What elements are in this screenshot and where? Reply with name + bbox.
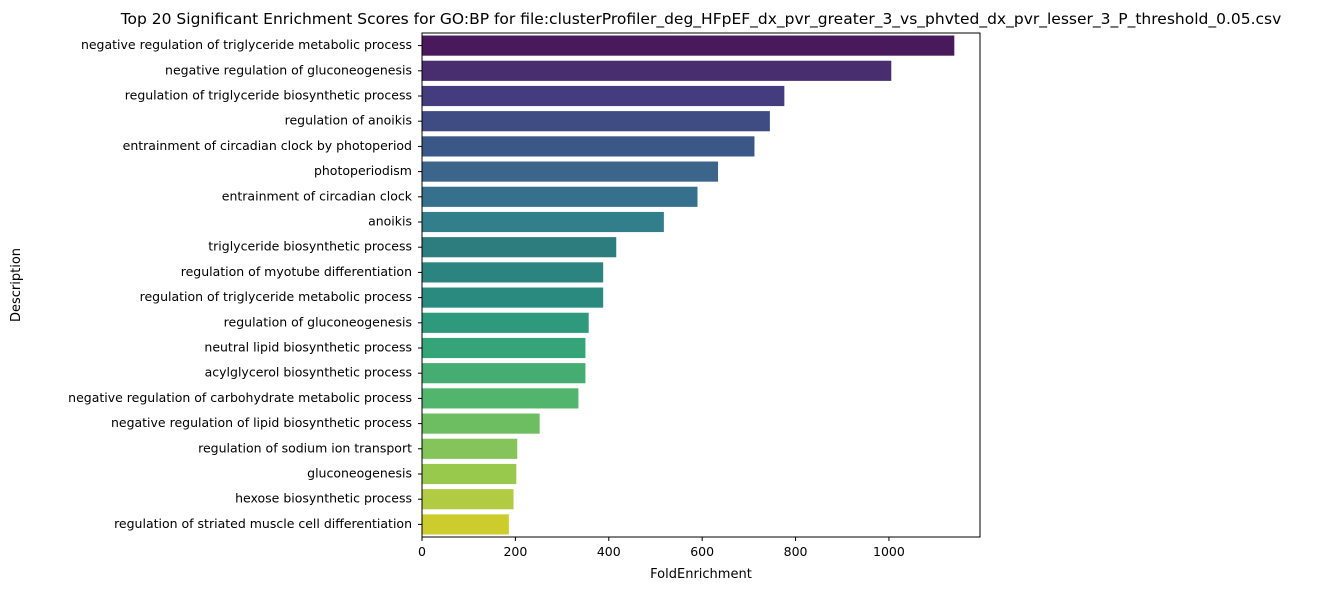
bar	[422, 312, 589, 333]
x-tick-label: 1000	[873, 544, 905, 559]
x-tick-label: 0	[418, 544, 426, 559]
y-tick-label: negative regulation of gluconeogenesis	[165, 62, 412, 77]
bar	[422, 136, 755, 157]
x-tick-label: 400	[597, 544, 621, 559]
bar	[422, 514, 509, 535]
y-axis-label: Description	[9, 248, 24, 322]
bar	[422, 413, 540, 434]
bar	[422, 211, 664, 233]
y-tick-label: regulation of triglyceride biosynthetic …	[125, 88, 412, 103]
bar	[422, 60, 892, 81]
y-tick-label: regulation of anoikis	[285, 113, 412, 128]
bar	[422, 262, 604, 283]
y-tick-label: regulation of myotube differentiation	[181, 264, 412, 279]
bar	[422, 388, 579, 409]
y-tick-label: entrainment of circadian clock by photop…	[123, 138, 412, 153]
bar	[422, 438, 518, 459]
x-axis-label: FoldEnrichment	[650, 567, 752, 582]
y-tick-label: entrainment of circadian clock	[222, 188, 413, 203]
y-tick-label: negative regulation of triglyceride meta…	[81, 37, 412, 52]
bar	[422, 463, 517, 485]
bar	[422, 111, 770, 132]
y-tick-label: acylglycerol biosynthetic process	[205, 365, 412, 380]
chart-title: Top 20 Significant Enrichment Scores for…	[120, 10, 1282, 29]
x-tick-label: 600	[690, 544, 714, 559]
bar	[422, 85, 785, 107]
category-labels: negative regulation of triglyceride meta…	[68, 37, 422, 531]
y-tick-label: regulation of gluconeogenesis	[224, 314, 412, 329]
bar	[422, 489, 514, 510]
bar	[422, 186, 698, 207]
bar	[422, 237, 617, 258]
bar	[422, 337, 586, 359]
y-tick-label: photoperiodism	[314, 163, 412, 178]
y-tick-label: anoikis	[368, 214, 412, 229]
y-tick-label: hexose biosynthetic process	[235, 491, 412, 506]
y-tick-label: regulation of triglyceride metabolic pro…	[140, 289, 412, 304]
bar	[422, 287, 604, 308]
y-tick-label: regulation of sodium ion transport	[198, 440, 412, 455]
bar	[422, 161, 719, 182]
y-tick-label: gluconeogenesis	[307, 466, 412, 481]
x-axis-ticks: 0 200 400 600 800 1000	[418, 537, 905, 559]
x-tick-label: 800	[784, 544, 808, 559]
y-tick-label: neutral lipid biosynthetic process	[204, 340, 412, 355]
bars-group	[422, 35, 955, 535]
plot-frame	[421, 32, 981, 538]
bar	[422, 35, 955, 56]
y-tick-label: triglyceride biosynthetic process	[208, 239, 412, 254]
bar	[422, 363, 586, 384]
y-tick-label: negative regulation of lipid biosyntheti…	[111, 415, 412, 430]
y-tick-label: negative regulation of carbohydrate meta…	[68, 390, 412, 405]
y-tick-label: regulation of striated muscle cell diffe…	[114, 516, 412, 531]
x-tick-label: 200	[503, 544, 527, 559]
